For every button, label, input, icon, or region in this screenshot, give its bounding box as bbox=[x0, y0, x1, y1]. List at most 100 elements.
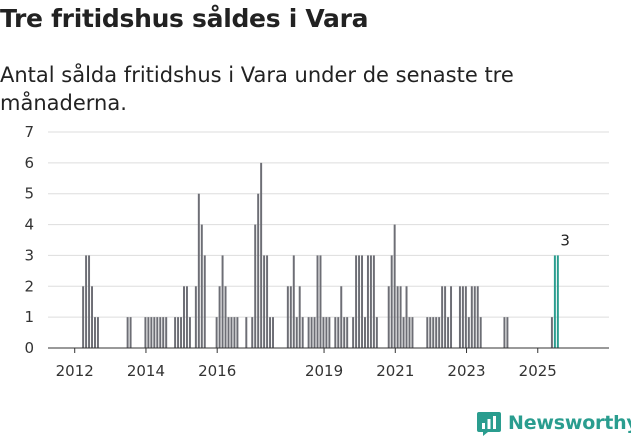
bar bbox=[159, 317, 162, 348]
y-tick-label: 3 bbox=[24, 246, 34, 264]
bar bbox=[269, 317, 272, 348]
bar bbox=[257, 193, 260, 348]
bar bbox=[550, 317, 553, 348]
bar bbox=[251, 317, 254, 348]
y-tick-label: 6 bbox=[24, 154, 34, 172]
bar bbox=[470, 286, 473, 348]
bar bbox=[150, 317, 153, 348]
bar bbox=[96, 317, 99, 348]
bar bbox=[227, 317, 230, 348]
bar bbox=[180, 317, 183, 348]
bar bbox=[260, 162, 263, 348]
bar bbox=[295, 317, 298, 348]
bar bbox=[221, 255, 224, 348]
bar bbox=[88, 255, 91, 348]
bar bbox=[444, 286, 447, 348]
bar bbox=[553, 255, 556, 348]
x-tick-label: 2023 bbox=[447, 362, 485, 380]
bar bbox=[402, 317, 405, 348]
brand-name: Newsworthy bbox=[508, 412, 631, 434]
bar bbox=[369, 255, 372, 348]
bar bbox=[325, 317, 328, 348]
x-tick-label: 2019 bbox=[305, 362, 343, 380]
data-label: 3 bbox=[560, 231, 570, 249]
bar bbox=[215, 317, 218, 348]
bar bbox=[411, 317, 414, 348]
bar bbox=[162, 317, 165, 348]
chart-subtitle: Antal sålda fritidshus i Vara under de s… bbox=[0, 63, 514, 115]
y-tick-label: 5 bbox=[24, 185, 34, 203]
bar bbox=[236, 317, 239, 348]
x-tick-label: 2021 bbox=[376, 362, 414, 380]
bar bbox=[479, 317, 482, 348]
y-tick-label: 7 bbox=[24, 123, 34, 141]
bar bbox=[245, 317, 248, 348]
bar bbox=[476, 286, 479, 348]
bar bbox=[355, 255, 358, 348]
bar bbox=[319, 255, 322, 348]
bar bbox=[458, 286, 461, 348]
bar bbox=[337, 317, 340, 348]
bar bbox=[390, 255, 393, 348]
bar bbox=[556, 255, 559, 348]
bar bbox=[408, 317, 411, 348]
x-tick-label: 2016 bbox=[198, 362, 236, 380]
bar bbox=[366, 255, 369, 348]
bar bbox=[461, 286, 464, 348]
bar bbox=[263, 255, 266, 348]
annotations: 3 bbox=[560, 231, 570, 249]
bar bbox=[233, 317, 236, 348]
bar bbox=[292, 255, 295, 348]
bar bbox=[447, 317, 450, 348]
bar bbox=[94, 317, 96, 348]
bar bbox=[194, 286, 197, 348]
bar bbox=[153, 317, 156, 348]
bar bbox=[506, 317, 509, 348]
bar bbox=[147, 317, 150, 348]
y-tick-label: 2 bbox=[24, 277, 34, 295]
bar bbox=[183, 286, 185, 348]
x-tick-label: 2025 bbox=[519, 362, 557, 380]
bar bbox=[185, 286, 188, 348]
x-tick-label: 2012 bbox=[56, 362, 94, 380]
bar bbox=[165, 317, 168, 348]
bar bbox=[450, 286, 453, 348]
bar bbox=[126, 317, 129, 348]
bar bbox=[91, 286, 94, 348]
bar bbox=[177, 317, 180, 348]
bar bbox=[346, 317, 349, 348]
y-axis: 0 1 2 3 4 5 6 7 bbox=[24, 123, 34, 357]
bar bbox=[200, 224, 203, 348]
bar bbox=[129, 317, 132, 348]
bar bbox=[298, 286, 301, 348]
bar bbox=[230, 317, 233, 348]
bars bbox=[82, 162, 559, 348]
bar bbox=[85, 255, 88, 348]
newsworthy-logo-icon bbox=[477, 412, 501, 436]
bar bbox=[197, 193, 200, 348]
bar bbox=[316, 255, 319, 348]
bar bbox=[438, 317, 441, 348]
bar bbox=[364, 317, 366, 348]
bar bbox=[396, 286, 399, 348]
bar bbox=[358, 255, 361, 348]
bar bbox=[322, 317, 325, 348]
bar bbox=[372, 255, 375, 348]
bar bbox=[343, 317, 346, 348]
bar bbox=[473, 286, 476, 348]
bar bbox=[174, 317, 177, 348]
bar bbox=[254, 224, 257, 348]
bar bbox=[82, 286, 85, 348]
bar bbox=[426, 317, 429, 348]
bar bbox=[405, 286, 408, 348]
x-tick-label: 2014 bbox=[127, 362, 165, 380]
y-tick-label: 1 bbox=[24, 308, 34, 326]
bar bbox=[203, 255, 206, 348]
bar bbox=[375, 317, 378, 348]
bar bbox=[272, 317, 274, 348]
bar bbox=[399, 286, 402, 348]
bar bbox=[334, 317, 337, 348]
bar bbox=[441, 286, 444, 348]
bar bbox=[313, 317, 316, 348]
